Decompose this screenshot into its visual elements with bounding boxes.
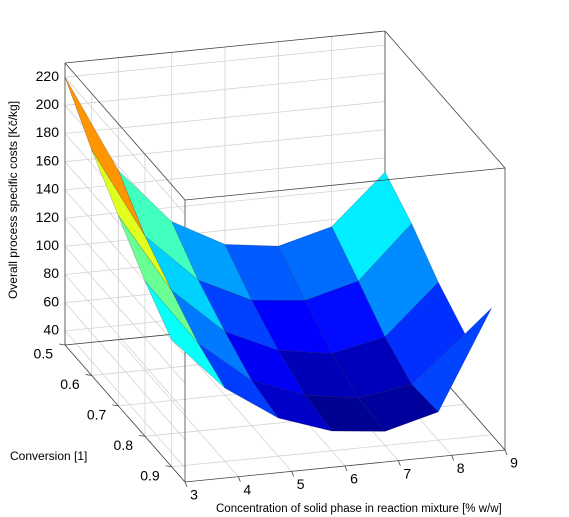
x-tick-label: 6 bbox=[350, 471, 358, 487]
z-tick-label: 160 bbox=[36, 152, 60, 168]
box-edge bbox=[64, 62, 186, 201]
z-axis-title: Overall process specific costs [Kč/kg] bbox=[6, 101, 20, 299]
y-tick bbox=[112, 404, 119, 407]
box-edge bbox=[64, 344, 186, 483]
x-tick-label: 7 bbox=[403, 465, 411, 481]
x-tick bbox=[184, 481, 188, 488]
surface-patch bbox=[144, 281, 226, 389]
x-tick bbox=[344, 465, 348, 472]
y-tick-label: 0.8 bbox=[114, 437, 134, 453]
x-tick-label: 5 bbox=[297, 476, 305, 492]
box-edge bbox=[384, 30, 506, 169]
grid-line bbox=[64, 274, 186, 412]
x-tick bbox=[451, 455, 455, 461]
y-tick bbox=[85, 374, 92, 376]
z-tick-label: 40 bbox=[43, 322, 59, 338]
x-tick bbox=[291, 471, 295, 477]
y-tick bbox=[58, 343, 66, 346]
z-tick-label: 100 bbox=[36, 237, 60, 253]
box-edge bbox=[64, 30, 386, 64]
grid-line bbox=[64, 330, 186, 469]
z-tick-label: 120 bbox=[36, 209, 60, 225]
grid-line bbox=[64, 302, 186, 440]
z-tick-label: 140 bbox=[36, 181, 60, 197]
y-tick-label: 0.9 bbox=[140, 467, 160, 483]
grid-line bbox=[64, 217, 186, 356]
z-tick-label: 180 bbox=[36, 124, 60, 140]
x-tick bbox=[237, 476, 241, 482]
x-axis-title: Concentration of solid phase in reaction… bbox=[216, 503, 502, 515]
y-tick bbox=[165, 465, 172, 468]
x-tick bbox=[397, 460, 401, 466]
y-tick bbox=[138, 434, 146, 437]
x-tick-label: 9 bbox=[510, 455, 518, 471]
x-tick-label: 3 bbox=[190, 487, 198, 503]
box-edge bbox=[184, 167, 506, 201]
y-tick-label: 0.5 bbox=[34, 346, 54, 362]
x-tick-label: 8 bbox=[457, 460, 465, 476]
x-tick-label: 4 bbox=[243, 481, 251, 497]
z-tick-label: 80 bbox=[43, 265, 59, 281]
grid-line bbox=[118, 339, 239, 477]
grid-line bbox=[64, 76, 186, 215]
y-tick-label: 0.7 bbox=[87, 407, 107, 423]
grid-line bbox=[171, 434, 492, 468]
z-tick-label: 220 bbox=[36, 68, 60, 84]
y-axis-title: Conversion [1] bbox=[10, 449, 87, 463]
grid-line bbox=[64, 246, 186, 384]
z-tick-label: 60 bbox=[43, 293, 59, 309]
z-tick-label: 200 bbox=[36, 96, 60, 112]
x-tick bbox=[504, 449, 508, 456]
y-tick-label: 0.6 bbox=[60, 376, 80, 392]
